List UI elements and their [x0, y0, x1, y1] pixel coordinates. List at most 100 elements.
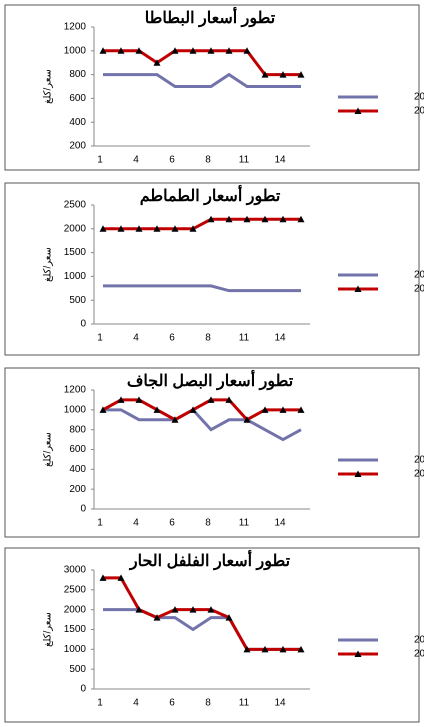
- legend-label: السعر 2017: [414, 649, 424, 660]
- y-tick-label: 1200: [64, 22, 87, 33]
- x-tick-label: 4: [133, 155, 139, 166]
- x-tick-label: 8: [205, 518, 211, 529]
- y-tick-label: 1000: [64, 404, 87, 415]
- legend-label: السعر 2017: [414, 106, 424, 117]
- marker: [225, 396, 233, 403]
- series-line: [103, 217, 301, 231]
- marker: [171, 47, 179, 54]
- legend-label: السعر 2016: [414, 270, 424, 281]
- legend-label: السعر 2017: [414, 469, 424, 480]
- y-axis-label: سعر/كلغ: [43, 612, 54, 647]
- x-tick-label: 4: [133, 333, 139, 344]
- y-axis-label: سعر/كلغ: [43, 432, 54, 467]
- legend-label: السعر 2016: [414, 92, 424, 103]
- marker: [279, 71, 287, 78]
- x-tick-label: 1: [97, 518, 103, 529]
- marker: [207, 47, 215, 54]
- x-tick-label: 8: [205, 698, 211, 709]
- y-tick-label: 500: [69, 295, 86, 306]
- marker: [261, 406, 269, 413]
- y-tick-label: 400: [69, 117, 86, 128]
- marker: [135, 396, 143, 403]
- x-tick-label: 11: [239, 518, 250, 529]
- x-tick-label: 6: [169, 333, 175, 344]
- y-tick-label: 1000: [64, 45, 87, 56]
- legend-label: السعر 2016: [414, 455, 424, 466]
- x-tick-label: 11: [239, 155, 250, 166]
- marker: [207, 396, 215, 403]
- marker: [297, 645, 305, 653]
- y-tick-label: 1000: [64, 271, 87, 282]
- x-tick-label: 8: [205, 155, 211, 166]
- y-tick-label: 600: [69, 93, 86, 104]
- series-line: [103, 284, 301, 293]
- panel: [4, 547, 420, 723]
- x-tick-label: 14: [274, 518, 286, 529]
- legend-label: السعر 2016: [414, 635, 424, 646]
- marker: [207, 606, 215, 613]
- y-tick-label: 200: [69, 484, 86, 495]
- marker: [135, 225, 143, 232]
- chart-title: تطور أسعار البصل الجاف: [127, 369, 294, 391]
- marker: [279, 645, 287, 653]
- y-tick-label: 200: [69, 141, 86, 152]
- marker: [261, 645, 269, 653]
- x-tick-label: 4: [133, 518, 139, 529]
- marker: [99, 225, 107, 232]
- marker: [189, 225, 197, 232]
- marker: [261, 71, 269, 78]
- legend-marker: [354, 470, 362, 477]
- y-tick-label: 0: [80, 684, 86, 695]
- x-tick-label: 6: [169, 155, 175, 166]
- y-tick-label: 3000: [64, 565, 87, 576]
- legend-marker: [354, 650, 362, 657]
- series-line: [103, 49, 301, 77]
- marker: [297, 406, 305, 413]
- y-tick-label: 0: [80, 319, 86, 330]
- y-tick-label: 2500: [64, 584, 87, 595]
- x-tick-label: 8: [205, 333, 211, 344]
- legend-label: السعر 2017: [414, 284, 424, 295]
- x-tick-label: 1: [97, 333, 103, 344]
- y-tick-label: 400: [69, 464, 86, 475]
- x-tick-label: 6: [169, 698, 175, 709]
- marker: [225, 614, 233, 621]
- y-axis-label: سعر/كلغ: [43, 247, 54, 282]
- y-tick-label: 1000: [64, 644, 87, 655]
- panel: [4, 182, 420, 356]
- marker: [261, 215, 269, 223]
- chart-title: تطور أسعار الطماطم: [140, 184, 281, 206]
- series-line: [103, 72, 301, 88]
- marker: [243, 47, 251, 54]
- marker: [153, 406, 161, 413]
- marker: [189, 606, 197, 613]
- y-tick-label: 2000: [64, 604, 87, 615]
- marker: [99, 574, 107, 581]
- y-tick-label: 800: [69, 69, 86, 80]
- marker: [99, 406, 107, 413]
- chart-title: تطور أسعار الفلفل الحار: [129, 549, 291, 571]
- marker: [117, 47, 125, 54]
- series-line: [102, 398, 301, 422]
- legend-marker: [354, 285, 362, 292]
- x-tick-label: 14: [274, 333, 286, 344]
- y-tick-label: 2500: [64, 200, 87, 211]
- marker: [117, 225, 125, 232]
- y-tick-label: 1500: [64, 624, 87, 635]
- marker: [153, 59, 161, 66]
- y-tick-label: 1500: [64, 247, 87, 258]
- y-tick-label: 800: [69, 424, 86, 435]
- marker: [189, 47, 197, 54]
- marker: [279, 215, 287, 223]
- marker: [207, 215, 215, 223]
- series-line: [103, 407, 302, 442]
- y-tick-label: 500: [69, 664, 86, 675]
- x-tick-label: 6: [169, 518, 175, 529]
- marker: [243, 645, 251, 653]
- marker: [243, 416, 251, 423]
- marker: [135, 606, 143, 613]
- marker: [243, 215, 251, 223]
- legend-marker: [354, 107, 362, 114]
- x-tick-label: 14: [274, 155, 286, 166]
